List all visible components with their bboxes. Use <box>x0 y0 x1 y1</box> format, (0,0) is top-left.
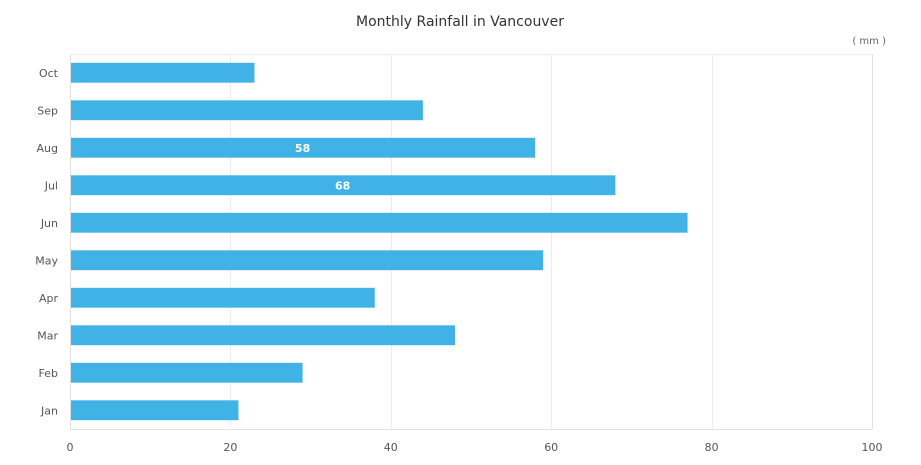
x-tick-label: 100 <box>862 441 883 454</box>
category-label: Jun <box>40 217 58 230</box>
category-label: Aug <box>37 142 58 155</box>
x-tick-label: 20 <box>223 441 237 454</box>
category-label: Oct <box>39 67 59 80</box>
data-label-aug: 58 <box>295 142 310 155</box>
category-labels: Oct Sep Aug Jul Jun May Apr Mar Feb Jan <box>35 67 58 418</box>
data-label-jul: 68 <box>335 179 350 192</box>
x-tick-label: 40 <box>384 441 398 454</box>
category-label: Sep <box>37 104 58 117</box>
category-label: May <box>35 254 58 267</box>
x-tick-label: 60 <box>544 441 558 454</box>
bar-jul <box>71 175 616 196</box>
category-label: Mar <box>37 329 58 342</box>
bar-mar <box>71 325 455 346</box>
unit-label: ( mm ) <box>852 36 886 47</box>
category-label: Apr <box>39 292 59 305</box>
x-tick-label: 0 <box>67 441 74 454</box>
bar-sep <box>71 100 423 121</box>
x-tick-label: 80 <box>705 441 719 454</box>
bar-aug <box>71 137 536 158</box>
data-labels: 58 68 <box>295 142 350 193</box>
bar-oct <box>71 62 255 83</box>
x-tick-labels: 0 20 40 60 80 100 <box>67 441 883 454</box>
bar-jan <box>71 400 239 421</box>
category-label: Feb <box>39 367 58 380</box>
bar-apr <box>71 287 375 308</box>
category-label: Jul <box>44 179 58 192</box>
chart-title: Monthly Rainfall in Vancouver <box>356 14 564 30</box>
category-label: Jan <box>40 404 58 417</box>
bars <box>71 62 688 421</box>
bar-jun <box>71 212 688 233</box>
bar-may <box>71 250 544 271</box>
bar-feb <box>71 362 303 383</box>
